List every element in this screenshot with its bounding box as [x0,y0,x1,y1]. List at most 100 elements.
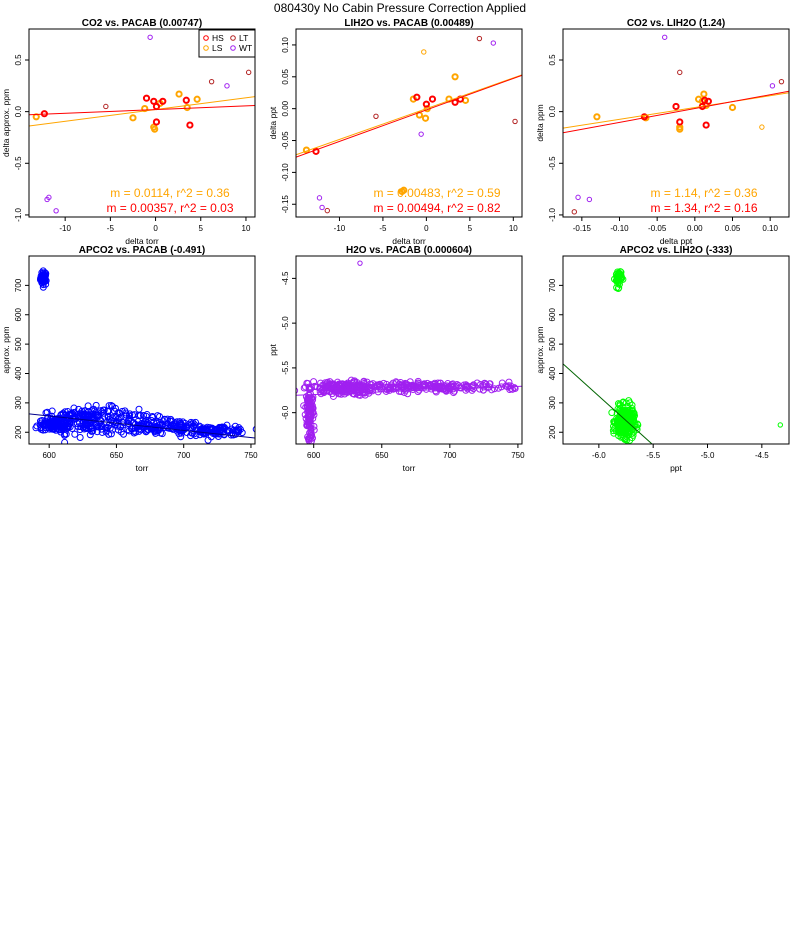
data-point [86,431,94,439]
data-point [617,271,625,279]
x-tick-label: 600 [307,451,321,460]
y-tick-label: -1.0 [14,207,23,221]
data-point [324,384,332,392]
data-point [366,387,374,395]
x-axis-label: torr [403,463,416,473]
data-point [623,415,631,423]
y-axis-label: delta ppt [268,106,278,139]
data-point [369,380,377,388]
plot-area [563,268,784,444]
fit-line [29,413,255,439]
x-axis-label: delta torr [392,236,426,246]
legend-box [198,29,256,58]
data-point [186,121,194,129]
data-point [223,426,231,434]
data-point [245,69,252,76]
x-tick-label: -0.10 [610,224,629,233]
x-tick-label: 700 [177,451,191,460]
fit-line [296,385,522,396]
chart-panel-6: APCO2 vs. LIH2O (-333) ppt approx. ppm -6.0… [535,245,790,473]
data-point [16,416,22,422]
data-point [586,196,593,203]
data-point [224,83,230,89]
data-point [420,382,428,390]
y-tick-label: -0.05 [281,131,290,150]
data-point [485,380,493,388]
x-tick-label: 10 [242,224,251,233]
fit-line [563,363,653,444]
fit-annotation: m = 1.34, r^2 = 0.16 [650,201,757,215]
data-point [135,405,143,413]
y-tick-label: 300 [14,396,23,410]
data-point [82,424,90,432]
chart-title: H2O vs. PACAB (0.000604) [346,245,472,256]
fit-line [563,92,789,129]
data-point [373,113,379,120]
x-tick-label: 0.05 [725,224,741,233]
chart-panel-5: H2O vs. PACAB (0.000604) torr ppt 600 650 700… [268,245,525,473]
legend-label: WT [239,43,252,53]
x-tick-label: -5.0 [701,451,715,460]
data-point [46,194,52,201]
x-tick-label: -0.05 [648,224,667,233]
data-point [135,427,143,435]
x-axis-label: delta torr [125,236,159,246]
data-point [383,383,391,391]
chart-panel-3: CO2 vs. LIH2O (1.24) delta ppt delta ppm -0… [535,18,790,246]
chart-title: LIH2O vs. PACAB (0.00489) [344,18,473,29]
data-point [108,417,116,425]
data-point [220,425,228,433]
y-tick-label: 600 [14,308,23,322]
data-point [130,429,138,437]
data-point [208,78,215,85]
plot-frame [28,28,256,218]
data-point [324,207,330,214]
figure-suptitle: 080430y No Cabin Pressure Correction App… [274,1,526,15]
legend-label: LS [212,43,223,53]
x-tick-label: -4.5 [755,451,769,460]
data-point [125,412,133,420]
data-point [61,438,69,444]
data-point [89,427,97,435]
data-point [175,90,183,98]
data-point [149,414,157,422]
data-point [418,131,424,137]
y-tick-label: 600 [548,308,557,322]
y-tick-label: 0.05 [281,68,290,84]
legend-symbol [203,35,209,41]
data-point [179,418,187,426]
data-point [759,124,765,130]
y-tick-label: 300 [548,396,557,410]
data-point [468,386,476,394]
data-point [490,40,497,46]
fit-line [296,74,522,156]
x-axis-label: torr [136,463,149,473]
chart-title: APCO2 vs. LIH2O (-333) [620,245,733,256]
y-tick-label: 700 [548,278,557,292]
data-point [128,425,136,433]
y-tick-label: -0.5 [548,156,557,170]
data-point [305,396,313,404]
x-tick-label: 750 [244,451,258,460]
y-tick-label: 200 [548,425,557,439]
data-point [187,432,195,440]
data-point [575,194,581,201]
data-point [329,380,337,388]
x-tick-label: -10 [334,224,346,233]
data-point [307,421,315,429]
data-point [42,277,50,285]
data-point [616,268,624,276]
data-point [213,428,221,436]
data-point [337,390,345,398]
legend-symbol [230,35,236,41]
plot-area [296,35,522,214]
x-tick-label: -5.5 [646,451,660,460]
y-axis-label: ppt [268,343,278,355]
x-tick-label: 0 [424,224,429,233]
data-point [199,424,207,432]
data-point [104,412,112,420]
data-point [614,285,622,293]
y-tick-label: -4.5 [281,271,290,285]
data-point [361,382,369,390]
data-point [450,387,458,395]
